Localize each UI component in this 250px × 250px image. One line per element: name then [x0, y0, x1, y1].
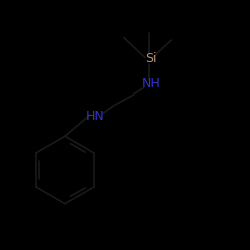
- Text: NH: NH: [142, 77, 161, 90]
- Text: Si: Si: [146, 52, 157, 65]
- Text: HN: HN: [86, 110, 104, 123]
